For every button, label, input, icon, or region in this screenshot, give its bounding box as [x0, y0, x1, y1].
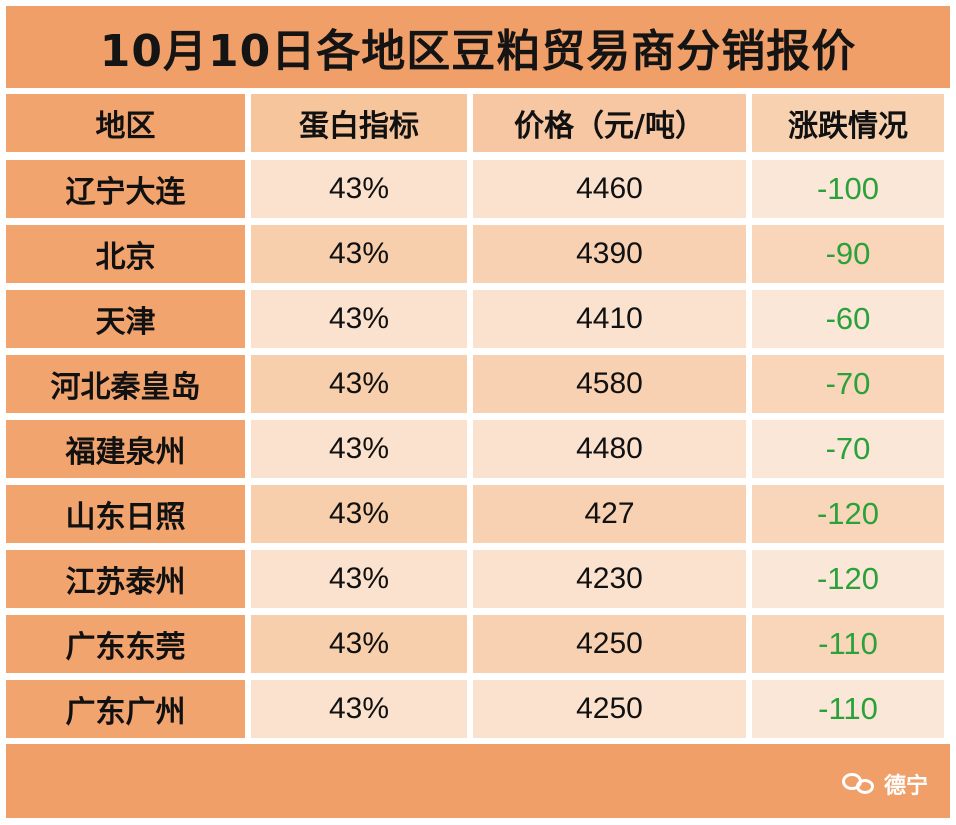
change-cell: -70 — [752, 355, 944, 413]
protein-cell: 43% — [251, 290, 467, 348]
region-cell: 辽宁大连 — [6, 160, 245, 218]
region-cell: 山东日照 — [6, 485, 245, 543]
page-title: 10月10日各地区豆粕贸易商分销报价 — [6, 6, 950, 88]
table-row: 江苏泰州 43% 4230 -120 — [6, 550, 950, 608]
region-cell: 福建泉州 — [6, 420, 245, 478]
protein-cell: 43% — [251, 225, 467, 283]
region-cell: 广东东莞 — [6, 615, 245, 673]
change-cell: -110 — [752, 680, 944, 738]
table-row: 北京 43% 4390 -90 — [6, 225, 950, 283]
region-cell: 江苏泰州 — [6, 550, 245, 608]
header-region: 地区 — [6, 94, 245, 152]
footer-bar: 德宁 — [6, 744, 950, 818]
price-cell: 4580 — [473, 355, 746, 413]
change-cell: -120 — [752, 550, 944, 608]
table-row: 河北秦皇岛 43% 4580 -70 — [6, 355, 950, 413]
table-row: 广东东莞 43% 4250 -110 — [6, 615, 950, 673]
table-row: 天津 43% 4410 -60 — [6, 290, 950, 348]
price-cell: 4250 — [473, 615, 746, 673]
watermark-text: 德宁 — [883, 774, 928, 799]
watermark: 德宁 — [841, 768, 928, 800]
price-cell: 4250 — [473, 680, 746, 738]
change-cell: -110 — [752, 615, 944, 673]
wechat-icon — [841, 771, 876, 797]
table-row: 山东日照 43% 427 -120 — [6, 485, 950, 543]
region-cell: 河北秦皇岛 — [6, 355, 245, 413]
table-header-row: 地区 蛋白指标 价格（元/吨） 涨跌情况 — [6, 94, 950, 152]
protein-cell: 43% — [251, 680, 467, 738]
change-cell: -90 — [752, 225, 944, 283]
protein-cell: 43% — [251, 420, 467, 478]
price-cell: 427 — [473, 485, 746, 543]
region-cell: 天津 — [6, 290, 245, 348]
price-cell: 4390 — [473, 225, 746, 283]
region-cell: 广东广州 — [6, 680, 245, 738]
change-cell: -100 — [752, 160, 944, 218]
price-cell: 4460 — [473, 160, 746, 218]
protein-cell: 43% — [251, 485, 467, 543]
change-cell: -60 — [752, 290, 944, 348]
header-protein: 蛋白指标 — [251, 94, 467, 152]
protein-cell: 43% — [251, 550, 467, 608]
protein-cell: 43% — [251, 160, 467, 218]
header-change: 涨跌情况 — [752, 94, 944, 152]
header-price: 价格（元/吨） — [473, 94, 746, 152]
protein-cell: 43% — [251, 355, 467, 413]
table-row: 广东广州 43% 4250 -110 — [6, 680, 950, 738]
region-cell: 北京 — [6, 225, 245, 283]
protein-cell: 43% — [251, 615, 467, 673]
table-row: 辽宁大连 43% 4460 -100 — [6, 160, 950, 218]
price-cell: 4230 — [473, 550, 746, 608]
price-cell: 4410 — [473, 290, 746, 348]
table-row: 福建泉州 43% 4480 -70 — [6, 420, 950, 478]
price-cell: 4480 — [473, 420, 746, 478]
change-cell: -120 — [752, 485, 944, 543]
change-cell: -70 — [752, 420, 944, 478]
